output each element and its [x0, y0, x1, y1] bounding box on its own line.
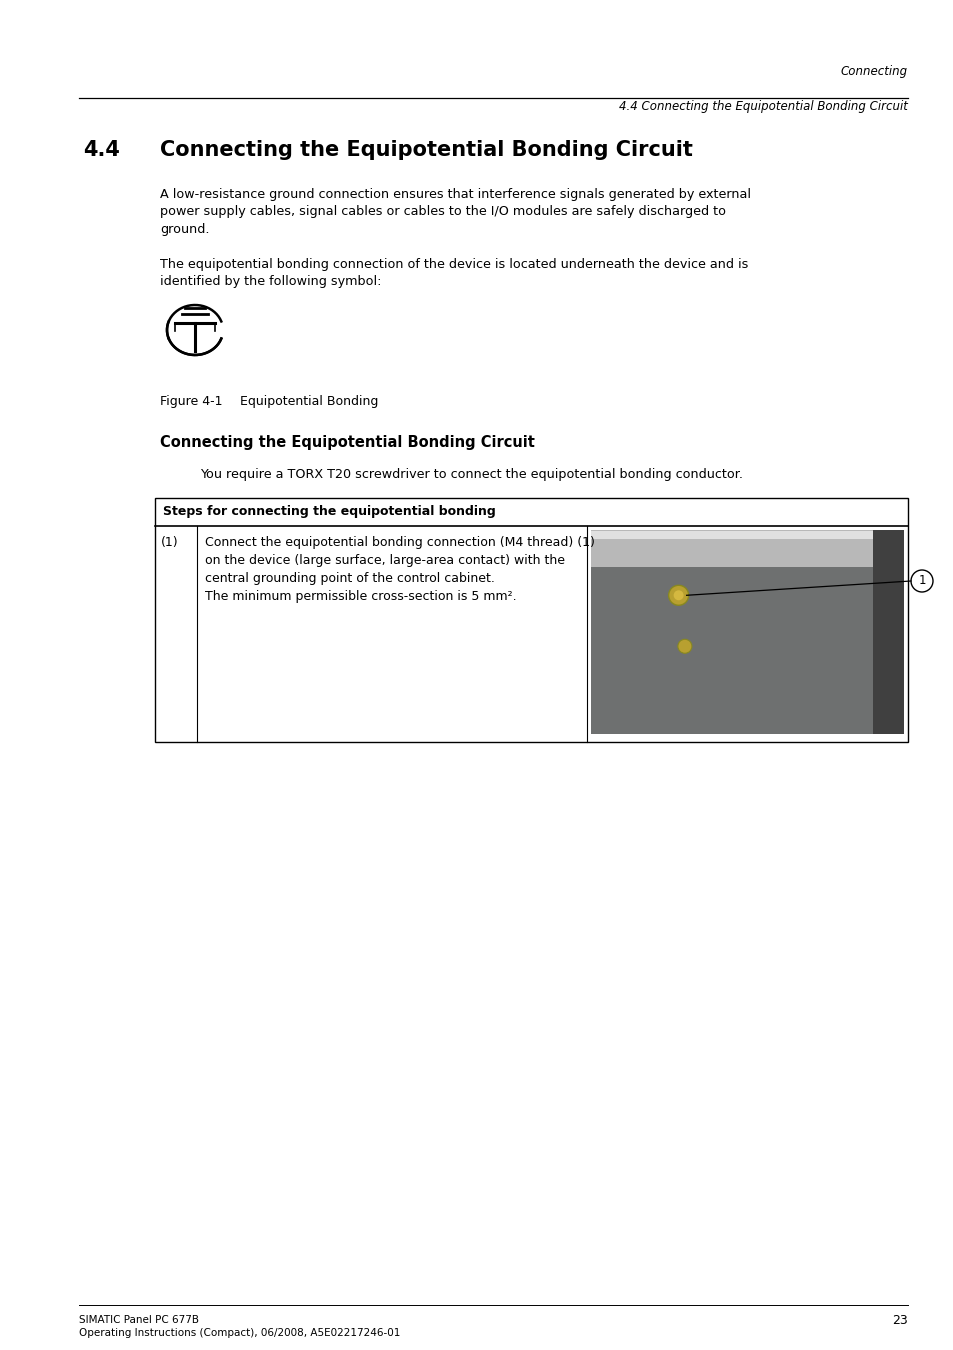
Bar — [154, 498, 907, 742]
Text: Connecting: Connecting — [840, 65, 907, 78]
Text: (1): (1) — [161, 536, 178, 549]
Circle shape — [678, 640, 691, 653]
Text: Steps for connecting the equipotential bonding: Steps for connecting the equipotential b… — [163, 505, 496, 517]
Text: 23: 23 — [891, 1314, 907, 1327]
Text: 4.4: 4.4 — [83, 140, 120, 161]
Text: Connecting the Equipotential Bonding Circuit: Connecting the Equipotential Bonding Cir… — [160, 435, 535, 450]
Text: Connect the equipotential bonding connection (M4 thread) (1)
on the device (larg: Connect the equipotential bonding connec… — [205, 536, 595, 603]
Text: SIMATIC Panel PC 677B: SIMATIC Panel PC 677B — [79, 1315, 199, 1324]
Text: A low-resistance ground connection ensures that interference signals generated b: A low-resistance ground connection ensur… — [160, 188, 750, 236]
Text: 1: 1 — [918, 575, 924, 587]
Bar — [590, 531, 903, 539]
Text: You require a TORX T20 screwdriver to connect the equipotential bonding conducto: You require a TORX T20 screwdriver to co… — [200, 468, 742, 481]
Text: 4.4 Connecting the Equipotential Bonding Circuit: 4.4 Connecting the Equipotential Bonding… — [618, 100, 907, 113]
Text: Equipotential Bonding: Equipotential Bonding — [240, 396, 378, 408]
Text: Operating Instructions (Compact), 06/2008, A5E02217246-01: Operating Instructions (Compact), 06/200… — [79, 1328, 400, 1338]
Text: Connecting the Equipotential Bonding Circuit: Connecting the Equipotential Bonding Cir… — [160, 140, 692, 161]
Text: The equipotential bonding connection of the device is located underneath the dev: The equipotential bonding connection of … — [160, 258, 747, 289]
Text: Figure 4-1: Figure 4-1 — [160, 396, 222, 408]
Circle shape — [668, 586, 688, 605]
Bar — [590, 531, 903, 567]
Bar — [872, 531, 903, 734]
Circle shape — [673, 590, 683, 601]
Bar — [590, 531, 903, 734]
